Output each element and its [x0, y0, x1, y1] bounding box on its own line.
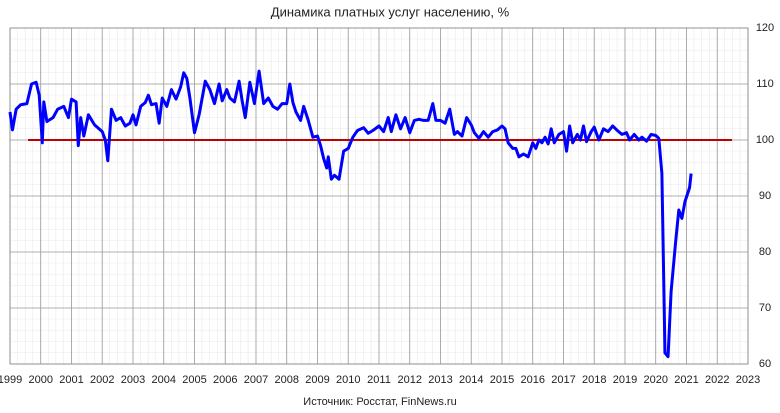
y-tick-label: 70 — [759, 302, 771, 314]
y-tick-label: 110 — [756, 78, 774, 90]
x-tick-label: 2006 — [213, 374, 237, 386]
x-tick-label: 1999 — [0, 374, 22, 386]
x-tick-label: 2011 — [367, 374, 391, 386]
x-tick-label: 2008 — [275, 374, 299, 386]
x-tick-label: 2017 — [551, 374, 575, 386]
chart-title: Динамика платных услуг населению, % — [271, 4, 510, 19]
x-tick-label: 2018 — [582, 374, 606, 386]
x-tick-label: 2009 — [305, 374, 329, 386]
x-tick-label: 2001 — [59, 374, 83, 386]
y-tick-label: 100 — [756, 134, 774, 146]
x-tick-label: 2010 — [336, 374, 360, 386]
plot-border — [9, 27, 749, 365]
x-tick-label: 2012 — [398, 374, 422, 386]
x-tick-label: 2013 — [428, 374, 452, 386]
x-tick-label: 2003 — [121, 374, 145, 386]
y-tick-label: 80 — [759, 246, 771, 258]
x-tick-label: 2014 — [459, 374, 483, 386]
y-tick-label: 120 — [756, 22, 774, 34]
x-tick-label: 2004 — [152, 374, 176, 386]
x-tick-label: 2021 — [674, 374, 698, 386]
y-tick-label: 60 — [759, 358, 771, 370]
x-tick-label: 2023 — [736, 374, 760, 386]
x-tick-label: 2007 — [244, 374, 268, 386]
y-tick-label: 90 — [759, 190, 771, 202]
x-tick-label: 2022 — [705, 374, 729, 386]
x-tick-label: 2019 — [613, 374, 637, 386]
x-tick-label: 2015 — [490, 374, 514, 386]
x-tick-label: 2016 — [521, 374, 545, 386]
source-note: Источник: Росстат, FinNews.ru — [303, 396, 456, 408]
x-tick-label: 2002 — [90, 374, 114, 386]
data-line — [8, 69, 693, 359]
x-tick-label: 2005 — [182, 374, 206, 386]
x-tick-label: 2000 — [29, 374, 53, 386]
x-tick-label: 2020 — [644, 374, 668, 386]
